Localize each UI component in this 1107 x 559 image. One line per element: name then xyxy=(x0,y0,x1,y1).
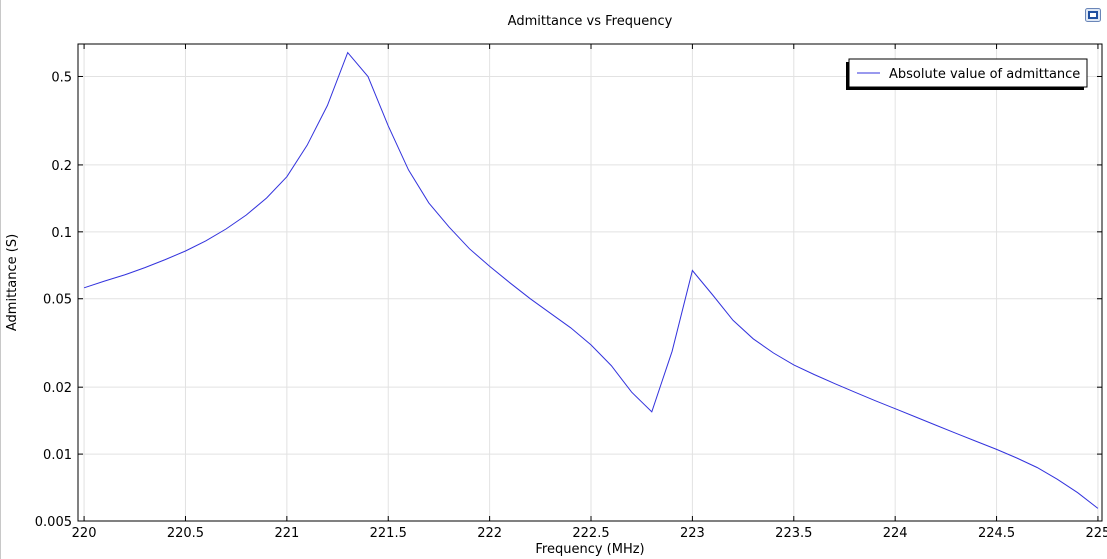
series-layer xyxy=(83,51,1099,509)
x-tick-label: 224.5 xyxy=(978,526,1015,541)
y-tick-label: 0.05 xyxy=(43,293,72,308)
y-tick-label: 0.02 xyxy=(43,381,72,396)
x-tick-label: 221 xyxy=(274,526,299,541)
y-axis-label: Admittance (S) xyxy=(5,234,20,331)
legend-label: Absolute value of admittance xyxy=(889,67,1080,82)
x-tick-label: 224 xyxy=(883,526,908,541)
legend-box xyxy=(848,58,1088,88)
grid-layer xyxy=(78,44,1102,522)
y-tick-label: 0.5 xyxy=(51,70,72,85)
y-tick-label: 0.005 xyxy=(35,515,72,530)
y-tick-label: 0.2 xyxy=(51,159,72,174)
series-line-admittance xyxy=(83,51,1099,509)
x-axis-label: Frequency (MHz) xyxy=(535,542,644,557)
tick-layer: 220 220.5 221 221.5 222 222.5 223 223.5 224 224.5… xyxy=(35,44,1107,541)
x-tick-label: 222 xyxy=(477,526,502,541)
plot-area-frame xyxy=(77,43,1103,522)
y-tick-label: 0.01 xyxy=(43,448,72,463)
legend: Absolute value of admittance xyxy=(846,58,1088,90)
chart-title: Admittance vs Frequency xyxy=(508,14,673,29)
x-tick-label: 223.5 xyxy=(775,526,812,541)
x-tick-label: 220.5 xyxy=(167,526,204,541)
x-tick-label: 225 xyxy=(1086,526,1107,541)
x-tick-label: 222.5 xyxy=(572,526,609,541)
x-tick-label: 223 xyxy=(680,526,705,541)
y-tick-label: 0.1 xyxy=(51,226,72,241)
x-tick-label: 220 xyxy=(72,526,97,541)
plot-toolbar-icon[interactable] xyxy=(1085,7,1101,22)
x-tick-label: 221.5 xyxy=(370,526,407,541)
